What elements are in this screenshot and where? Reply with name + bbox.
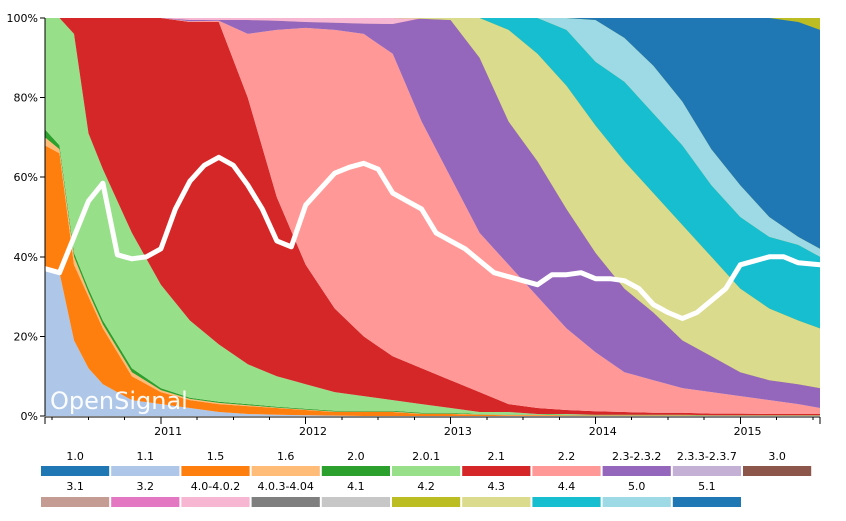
y-tick-label: 60% bbox=[14, 171, 38, 184]
opensignal-watermark: OpenSignal bbox=[50, 387, 188, 415]
legend-swatch bbox=[111, 497, 179, 507]
legend-label: 4.3 bbox=[488, 480, 506, 493]
legend-item-2.2: 2.2 bbox=[532, 450, 600, 476]
legend-swatch bbox=[181, 497, 249, 507]
legend-label: 4.1 bbox=[347, 480, 365, 493]
legend-label: 4.0.3-4.04 bbox=[257, 480, 313, 493]
legend-item-2.1: 2.1 bbox=[462, 450, 530, 476]
legend-item-1.0: 1.0 bbox=[41, 450, 109, 476]
legend-label: 2.1 bbox=[488, 450, 506, 463]
legend-label: 5.0 bbox=[628, 480, 646, 493]
legend-item-2.3.3-2.3.7: 2.3.3-2.3.7 bbox=[673, 450, 741, 476]
legend: 1.0 1.1 1.5 1.6 2.0 2.0.1 2.1 2.2 2.3-2.3.2 2.3.3… bbox=[41, 450, 811, 507]
legend-label: 1.0 bbox=[66, 450, 84, 463]
x-tick-label: 2014 bbox=[589, 425, 617, 438]
x-tick-label: 2013 bbox=[444, 425, 472, 438]
watermark-text-signal: Signal bbox=[114, 387, 188, 415]
legend-item-1.6: 1.6 bbox=[252, 450, 320, 476]
legend-swatch bbox=[111, 466, 179, 476]
legend-item-3.2: 3.2 bbox=[111, 480, 179, 507]
area-layers bbox=[45, 18, 820, 416]
legend-swatch bbox=[743, 466, 811, 476]
y-tick-label: 0% bbox=[21, 410, 38, 423]
legend-label: 3.1 bbox=[66, 480, 84, 493]
y-tick-label: 20% bbox=[14, 330, 38, 343]
legend-label: 2.3-2.3.2 bbox=[612, 450, 661, 463]
legend-swatch bbox=[462, 466, 530, 476]
legend-item-4.3: 4.3 bbox=[462, 480, 530, 507]
legend-item-5.0: 5.0 bbox=[603, 480, 671, 507]
legend-swatch bbox=[252, 497, 320, 507]
legend-label: 4.4 bbox=[558, 480, 576, 493]
x-tick-label: 2011 bbox=[154, 425, 182, 438]
legend-item-4.4: 4.4 bbox=[532, 480, 600, 507]
legend-item-1.1: 1.1 bbox=[111, 450, 179, 476]
legend-label: 1.1 bbox=[137, 450, 155, 463]
legend-label: 4.2 bbox=[417, 480, 435, 493]
legend-swatch bbox=[181, 466, 249, 476]
legend-swatch bbox=[532, 466, 600, 476]
legend-swatch bbox=[462, 497, 530, 507]
legend-swatch bbox=[392, 466, 460, 476]
legend-item-4.1: 4.1 bbox=[322, 480, 390, 507]
legend-label: 1.5 bbox=[207, 450, 225, 463]
legend-label: 1.6 bbox=[277, 450, 295, 463]
legend-label: 5.1 bbox=[698, 480, 716, 493]
legend-label: 2.3.3-2.3.7 bbox=[677, 450, 737, 463]
legend-swatch bbox=[603, 466, 671, 476]
legend-swatch bbox=[532, 497, 600, 507]
legend-swatch bbox=[252, 466, 320, 476]
legend-item-4.0-4.0.2: 4.0-4.0.2 bbox=[181, 480, 249, 507]
legend-label: 3.2 bbox=[137, 480, 155, 493]
legend-swatch bbox=[41, 497, 109, 507]
legend-label: 4.0-4.0.2 bbox=[191, 480, 240, 493]
legend-item-2.0.1: 2.0.1 bbox=[392, 450, 460, 476]
legend-item-5.1: 5.1 bbox=[673, 480, 741, 507]
y-tick-label: 40% bbox=[14, 251, 38, 264]
legend-swatch bbox=[322, 466, 390, 476]
legend-swatch bbox=[392, 497, 460, 507]
legend-label: 3.0 bbox=[768, 450, 786, 463]
legend-swatch bbox=[603, 497, 671, 507]
legend-item-2.0: 2.0 bbox=[322, 450, 390, 476]
y-tick-label: 80% bbox=[14, 92, 38, 105]
legend-swatch bbox=[322, 497, 390, 507]
legend-item-3.0: 3.0 bbox=[743, 450, 811, 476]
legend-label: 2.0 bbox=[347, 450, 365, 463]
legend-swatch bbox=[41, 466, 109, 476]
watermark-text-open: Open bbox=[50, 387, 114, 415]
x-tick-label: 2015 bbox=[734, 425, 762, 438]
y-tick-label: 100% bbox=[7, 12, 38, 25]
legend-item-4.2: 4.2 bbox=[392, 480, 460, 507]
legend-item-3.1: 3.1 bbox=[41, 480, 109, 507]
x-tick-label: 2012 bbox=[299, 425, 327, 438]
svg-text:OpenSignal: OpenSignal bbox=[50, 387, 188, 415]
legend-item-4.0.3-4.04: 4.0.3-4.04 bbox=[252, 480, 320, 507]
legend-swatch bbox=[673, 497, 741, 507]
legend-item-1.5: 1.5 bbox=[181, 450, 249, 476]
legend-swatch bbox=[673, 466, 741, 476]
legend-label: 2.0.1 bbox=[412, 450, 440, 463]
legend-label: 2.2 bbox=[558, 450, 576, 463]
legend-item-2.3-2.3.2: 2.3-2.3.2 bbox=[603, 450, 671, 476]
